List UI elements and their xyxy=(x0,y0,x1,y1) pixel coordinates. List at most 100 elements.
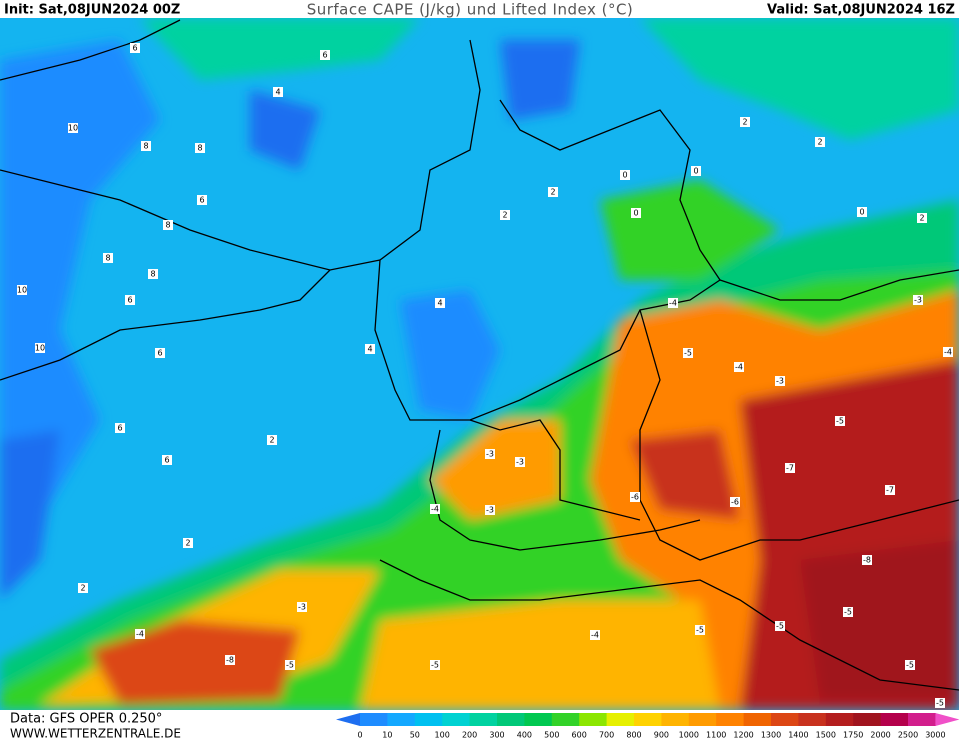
contour-label: -3 xyxy=(298,603,306,612)
contour-label: -5 xyxy=(696,626,704,635)
header-bar xyxy=(0,0,959,18)
color-legend: 0 10 50 100 200 300 400 500 600 700 800 900 1000 1100… xyxy=(336,713,959,740)
legend-level: 800 xyxy=(626,731,641,740)
contour-label: -5 xyxy=(936,699,944,708)
contour-label-box xyxy=(668,298,678,308)
legend-swatch xyxy=(414,713,443,726)
contour-label: -3 xyxy=(516,458,524,467)
legend-level: 300 xyxy=(489,731,504,740)
contour-label-box xyxy=(917,213,927,223)
contour-label: 4 xyxy=(367,345,372,354)
contour-label: 6 xyxy=(164,456,169,465)
legend-level: 1750 xyxy=(843,731,863,740)
contour-label-box xyxy=(135,629,145,639)
contour-label: 2 xyxy=(550,188,555,197)
contour-label: -3 xyxy=(486,506,494,515)
data-source: Data: GFS OPER 0.250° xyxy=(10,712,162,727)
contour-label: -5 xyxy=(684,349,692,358)
legend-swatch xyxy=(442,713,471,726)
legend-swatch xyxy=(771,713,799,726)
contour-label-box xyxy=(885,485,895,495)
contour-label: 6 xyxy=(117,424,122,433)
contour-label-box xyxy=(35,343,45,353)
contour-label: -8 xyxy=(863,556,871,565)
legend-level: 2000 xyxy=(870,731,890,740)
contour-label-box xyxy=(734,362,744,372)
contour-label: -5 xyxy=(906,661,914,670)
contour-label: -4 xyxy=(431,505,439,514)
legend-level: 1000 xyxy=(679,731,699,740)
contour-label: -4 xyxy=(669,299,677,308)
contour-label: -7 xyxy=(786,464,794,473)
website: WWW.WETTERZENTRALE.DE xyxy=(10,727,181,741)
contour-label-box xyxy=(273,87,283,97)
legend-swatch xyxy=(497,713,525,726)
legend-level: 100 xyxy=(435,731,450,740)
contour-label-box xyxy=(935,698,945,708)
legend-level: 900 xyxy=(654,731,669,740)
contour-label: -4 xyxy=(944,348,952,357)
contour-label: 2 xyxy=(742,118,747,127)
legend-level: 700 xyxy=(599,731,614,740)
contour-label-box xyxy=(163,220,173,230)
map-field: 6 6 4 10 8 8 6 8 8 8 10 6 10 6 6 6 2 2 2 4 4 2 2 0 0 0 2 2 0 2 -4 -5 -4 -… xyxy=(0,18,959,710)
contour-label-box xyxy=(435,298,445,308)
legend-swatch xyxy=(825,713,854,726)
contour-label-box xyxy=(913,295,923,305)
legend-level: 600 xyxy=(572,731,587,740)
contour-label-box xyxy=(683,348,693,358)
contour-label: 2 xyxy=(269,436,274,445)
legend-swatch xyxy=(360,713,388,726)
contour-label-box xyxy=(148,269,158,279)
contour-label: 10 xyxy=(35,344,45,353)
contour-label: 0 xyxy=(859,208,864,217)
contour-label: 2 xyxy=(502,211,507,220)
contour-label: -5 xyxy=(286,661,294,670)
contour-label-box xyxy=(695,625,705,635)
contour-label: 8 xyxy=(165,221,170,230)
legend-level: 10 xyxy=(382,731,392,740)
legend-swatch xyxy=(469,713,498,726)
contour-label-box xyxy=(548,187,558,197)
contour-label: 6 xyxy=(127,296,132,305)
contour-label: -7 xyxy=(886,486,894,495)
contour-label: -5 xyxy=(776,622,784,631)
legend-swatch xyxy=(798,713,827,726)
legend-swatch xyxy=(551,713,580,726)
contour-label-box xyxy=(430,504,440,514)
contour-label: 6 xyxy=(322,51,327,60)
contour-label-box xyxy=(630,492,640,502)
legend-swatch xyxy=(387,713,416,726)
contour-label-box xyxy=(183,538,193,548)
contour-label: 2 xyxy=(185,539,190,548)
contour-label-box xyxy=(155,348,165,358)
contour-label: -4 xyxy=(136,630,144,639)
contour-label-box xyxy=(485,505,495,515)
contour-label: -3 xyxy=(776,377,784,386)
contour-label: -4 xyxy=(735,363,743,372)
contour-label: 2 xyxy=(80,584,85,593)
contour-label-box xyxy=(857,207,867,217)
contour-label: -6 xyxy=(631,493,639,502)
legend-level: 1100 xyxy=(706,731,726,740)
contour-label-box xyxy=(125,295,135,305)
legend-level: 3000 xyxy=(925,731,945,740)
legend-level: 500 xyxy=(544,731,559,740)
contour-label-box xyxy=(730,497,740,507)
contour-label-box xyxy=(775,376,785,386)
legend-swatch xyxy=(743,713,772,726)
contour-label: 0 xyxy=(693,167,698,176)
contour-label-box xyxy=(197,195,207,205)
contour-label-box xyxy=(225,655,235,665)
legend-level: 400 xyxy=(517,731,532,740)
legend-swatch xyxy=(853,713,882,726)
contour-label: 8 xyxy=(150,270,155,279)
contour-label-box xyxy=(740,117,750,127)
legend-level: 200 xyxy=(462,731,477,740)
contour-label-box xyxy=(843,607,853,617)
contour-label: -5 xyxy=(844,608,852,617)
legend-level: 50 xyxy=(410,731,420,740)
legend-swatch xyxy=(880,713,909,726)
contour-label-box xyxy=(943,347,953,357)
